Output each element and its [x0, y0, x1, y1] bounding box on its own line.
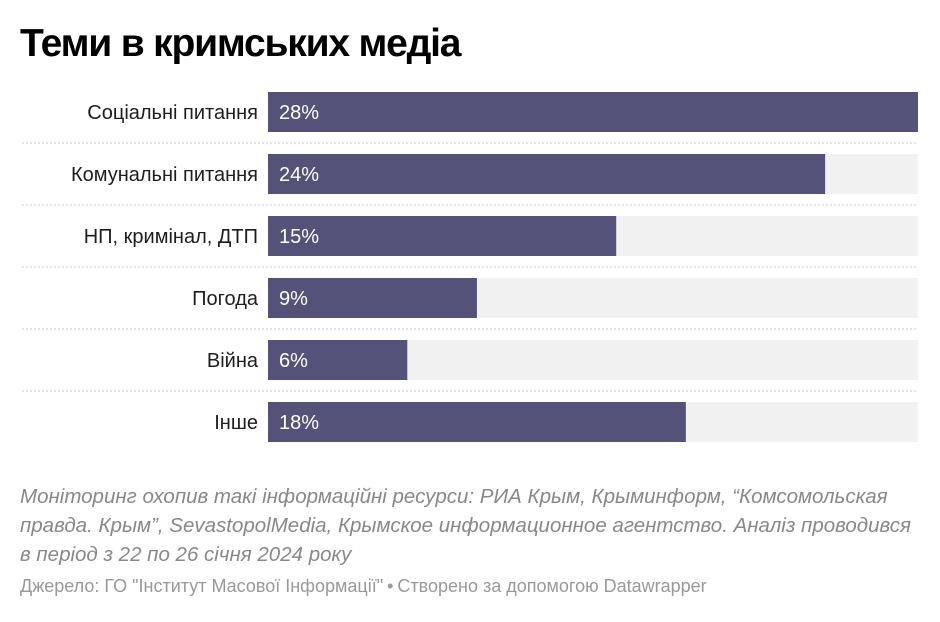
- chart-footer: Джерело: ГО "Інститут Масової Інформації…: [20, 576, 925, 597]
- bar-5: [268, 402, 686, 442]
- value-label: 28%: [279, 102, 319, 124]
- value-label: 6%: [279, 350, 308, 372]
- value-label: 18%: [279, 412, 319, 434]
- category-label: НП, кримінал, ДТП: [84, 226, 258, 248]
- source-text: Джерело: ГО "Інститут Масової Інформації…: [20, 576, 384, 596]
- category-label: Війна: [207, 350, 259, 372]
- bar-2: [268, 216, 617, 256]
- footer-separator: •: [387, 576, 394, 596]
- bar-3: [268, 278, 477, 318]
- chart-notes: Моніторинг охопив такі інформаційні ресу…: [20, 485, 911, 566]
- value-label: 24%: [279, 164, 319, 186]
- chart-title: Теми в кримських медіа: [20, 22, 461, 65]
- value-label: 9%: [279, 288, 308, 310]
- bar-1: [268, 154, 826, 194]
- bar-chart: Соціальні питання 28% Комунальні питання 24…: [22, 92, 918, 442]
- category-label: Комунальні питання: [71, 164, 258, 186]
- credit-text: Створено за допомогою Datawrapper: [397, 576, 707, 596]
- category-label: Соціальні питання: [87, 102, 258, 124]
- bar-0: [268, 92, 918, 132]
- bar-4: [268, 340, 408, 380]
- category-label: Інше: [214, 412, 258, 434]
- value-label: 15%: [279, 226, 319, 248]
- category-label: Погода: [192, 288, 259, 310]
